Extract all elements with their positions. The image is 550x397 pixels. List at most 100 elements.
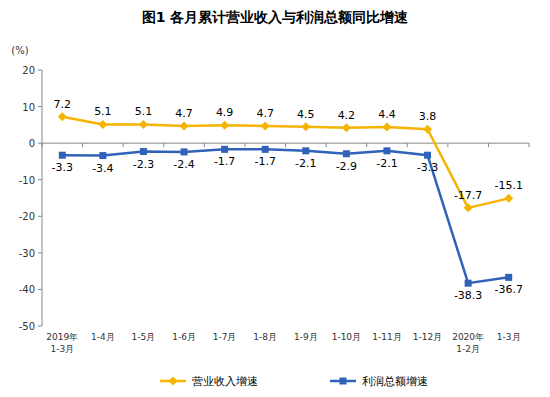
data-label: 4.5	[297, 108, 315, 121]
marker	[221, 146, 228, 153]
data-label: 3.8	[419, 110, 437, 123]
x-tick-label: 2020年1-2月	[452, 332, 484, 354]
data-label: 4.4	[378, 108, 396, 121]
y-tick	[38, 179, 42, 180]
x-tick	[42, 143, 43, 147]
x-tick-label: 1-7月	[213, 332, 237, 342]
marker	[169, 377, 178, 386]
marker	[140, 148, 147, 155]
marker	[343, 150, 350, 157]
y-tick-label: -20	[19, 211, 35, 222]
data-label: -2.9	[336, 160, 357, 173]
y-axis-line	[42, 70, 43, 326]
series-line	[62, 117, 508, 208]
x-tick-label: 1-10月	[332, 332, 361, 342]
y-tick	[38, 106, 42, 107]
marker	[465, 280, 472, 287]
data-label: -36.7	[494, 283, 522, 296]
marker	[423, 125, 432, 134]
data-label: -2.4	[173, 158, 194, 171]
data-label: 4.7	[256, 107, 274, 120]
chart: 图1 各月累计营业收入与利润总额同比增速(%)-50-40-30-20-1001…	[0, 0, 550, 397]
marker	[383, 147, 390, 154]
data-label: -15.1	[494, 179, 522, 192]
marker	[504, 194, 513, 203]
data-label: -38.3	[454, 289, 482, 302]
y-tick-label: -40	[19, 284, 35, 295]
y-tick	[38, 252, 42, 253]
x-tick	[447, 143, 448, 147]
data-label: -2.1	[376, 157, 397, 170]
legend-label: 利润总额增速	[362, 375, 428, 388]
x-tick	[163, 143, 164, 147]
x-tick-label: 1-9月	[294, 332, 318, 342]
data-label: 5.1	[135, 105, 153, 118]
data-label: 5.1	[94, 105, 112, 118]
marker	[180, 121, 189, 130]
y-tick-label: -30	[19, 248, 35, 259]
marker	[59, 152, 66, 159]
title: 图1 各月累计营业收入与利润总额同比增速	[142, 9, 410, 25]
y-axis-label: (%)	[11, 45, 28, 56]
x-tick-label: 1-3月	[497, 332, 521, 342]
data-label: -2.1	[295, 157, 316, 170]
marker	[382, 123, 391, 132]
data-label: -1.7	[214, 155, 235, 168]
y-tick	[38, 289, 42, 290]
marker	[139, 120, 148, 129]
data-label: -3.3	[417, 161, 438, 174]
x-tick-label-line: 1-12月	[413, 332, 442, 342]
x-tick-label-line: 2019年	[46, 332, 78, 342]
x-tick-label-line: 1-5月	[132, 332, 156, 342]
x-tick-label-line: 1-6月	[172, 332, 196, 342]
x-tick	[285, 143, 286, 147]
data-label: 4.7	[175, 107, 193, 120]
data-label: -1.7	[254, 155, 275, 168]
x-tick-label: 1-5月	[132, 332, 156, 342]
x-tick-label-line: 1-2月	[456, 344, 480, 354]
data-label: -17.7	[454, 189, 482, 202]
marker	[342, 123, 351, 132]
marker	[181, 148, 188, 155]
x-tick	[244, 143, 245, 147]
x-tick-label-line: 1-4月	[91, 332, 115, 342]
y-tick-label: 20	[22, 65, 35, 76]
marker	[340, 378, 347, 385]
marker	[58, 112, 67, 121]
x-tick-label-line: 1-9月	[294, 332, 318, 342]
x-tick-label-line: 1-7月	[213, 332, 237, 342]
legend-label: 营业收入增速	[192, 375, 258, 388]
x-tick-label-line: 1-10月	[332, 332, 361, 342]
data-label: 7.2	[54, 98, 72, 111]
data-label: -3.3	[52, 161, 73, 174]
data-labels: 7.25.15.14.74.94.74.54.24.43.8-17.7-15.1…	[52, 98, 523, 302]
legend: 营业收入增速 利润总额增速	[160, 375, 428, 388]
series-line	[62, 149, 508, 283]
marker	[301, 122, 310, 131]
x-tick	[366, 143, 367, 147]
x-tick-label-line: 1-11月	[372, 332, 401, 342]
x-tick-label: 1-8月	[253, 332, 277, 342]
marker	[99, 152, 106, 159]
marker	[261, 121, 270, 130]
data-label: 4.2	[338, 109, 356, 122]
y-tick-label: -50	[19, 321, 35, 332]
x-tick-label: 2019年 1-3月	[46, 332, 78, 354]
data-label: -2.3	[133, 158, 154, 171]
x-tick	[488, 143, 489, 147]
marker	[220, 121, 229, 130]
marker	[505, 274, 512, 281]
x-tick-label-line: 1-3月	[497, 332, 521, 342]
x-tick-label-line: 1-8月	[253, 332, 277, 342]
x-tick	[326, 143, 327, 147]
x-tick-label: 1-4月	[91, 332, 115, 342]
x-tick-label-line: 1-3月	[50, 344, 74, 354]
x-tick	[82, 143, 83, 147]
y-tick	[38, 216, 42, 217]
marker	[424, 152, 431, 159]
y-tick	[38, 326, 42, 327]
x-tick	[204, 143, 205, 147]
y-tick	[38, 70, 42, 71]
x-tick	[123, 143, 124, 147]
y-tick	[38, 143, 42, 144]
